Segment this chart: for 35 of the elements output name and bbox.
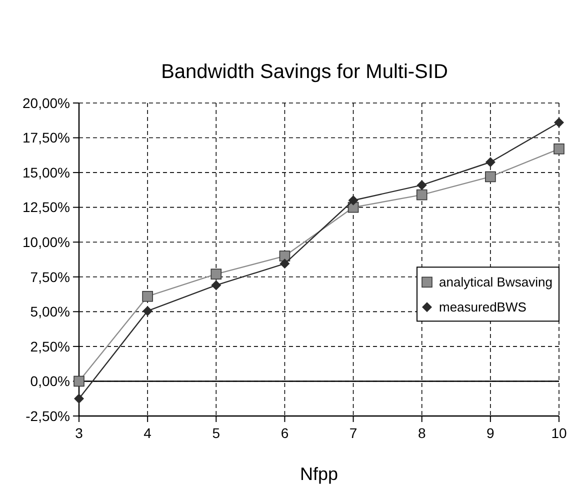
x-tick-label: 7 xyxy=(349,425,358,441)
point xyxy=(554,117,564,128)
x-tick-label: 4 xyxy=(144,425,152,441)
point xyxy=(485,171,496,182)
y-tick-label: 2,50% xyxy=(30,338,70,354)
y-tick-label: 15,00% xyxy=(22,164,70,180)
point xyxy=(416,180,427,190)
x-tick-label: 5 xyxy=(212,425,220,441)
legend-label: analytical Bwsaving xyxy=(439,274,552,290)
point xyxy=(142,306,153,316)
point xyxy=(142,290,153,302)
point xyxy=(485,157,496,168)
y-tick-label: -2,50% xyxy=(26,408,70,424)
x-tick-label: 9 xyxy=(486,425,495,441)
point xyxy=(74,394,84,404)
point xyxy=(211,280,222,290)
x-tick-label: 8 xyxy=(418,425,426,441)
y-tick-label: 10,00% xyxy=(22,234,70,250)
y-tick-label: 7,50% xyxy=(30,268,70,285)
point xyxy=(210,268,222,280)
x-tick-label: 10 xyxy=(551,425,567,441)
point xyxy=(416,189,428,200)
point xyxy=(348,195,358,206)
y-tick-label: 0,00% xyxy=(30,373,70,390)
y-tick-label: 17,50% xyxy=(22,130,70,146)
x-tick-label: 6 xyxy=(280,425,289,441)
chart-title: Bandwidth Savings for Multi-SID xyxy=(161,61,448,83)
x-tick-label: 3 xyxy=(75,425,84,441)
legend-label: measuredBWS xyxy=(439,300,527,315)
y-tick-label: 5,00% xyxy=(30,304,70,320)
point xyxy=(554,144,564,154)
x-axis-title: Nfpp xyxy=(300,464,338,484)
y-tick-label: 20,00% xyxy=(22,94,70,111)
point xyxy=(280,258,290,269)
y-tick-label: 12,50% xyxy=(22,199,70,216)
